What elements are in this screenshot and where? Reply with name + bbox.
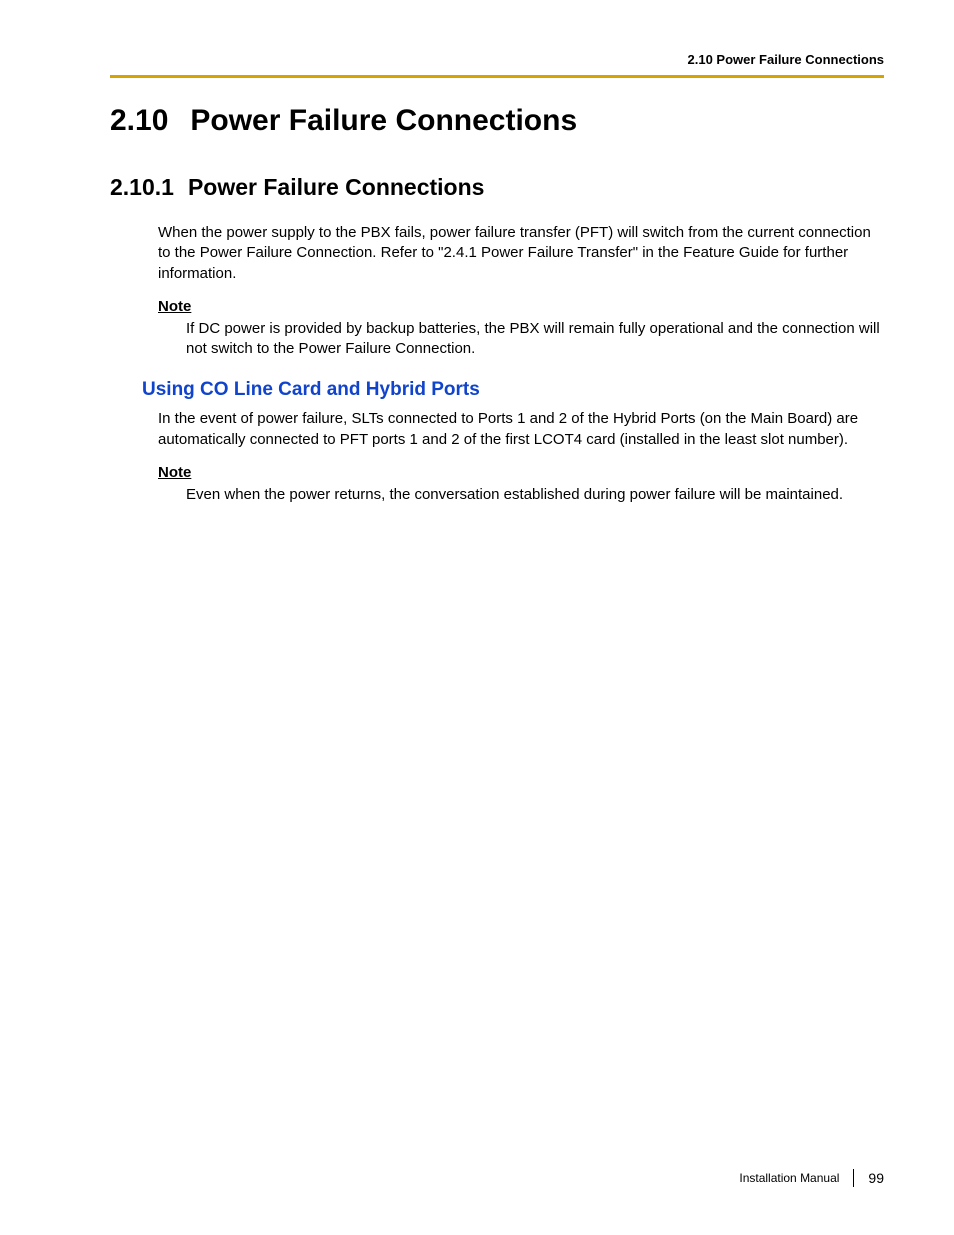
subheading-paragraph: In the event of power failure, SLTs conn… <box>158 409 884 450</box>
subsection-title: Power Failure Connections <box>188 174 485 200</box>
subsection-heading: 2.10.1 Power Failure Connections <box>110 174 884 201</box>
section-title: Power Failure Connections <box>190 104 577 137</box>
body-block-2: In the event of power failure, SLTs conn… <box>158 409 884 505</box>
section-heading: 2.10 Power Failure Connections <box>110 104 884 138</box>
running-header: 2.10 Power Failure Connections <box>110 52 884 67</box>
footer-page-number: 99 <box>868 1170 884 1186</box>
header-rule <box>110 75 884 78</box>
body-block: When the power supply to the PBX fails, … <box>158 223 884 359</box>
note-body-2: Even when the power returns, the convers… <box>186 485 884 505</box>
page: 2.10 Power Failure Connections 2.10 Power… <box>0 0 954 1235</box>
footer-divider <box>853 1169 854 1187</box>
intro-paragraph: When the power supply to the PBX fails, … <box>158 223 884 284</box>
subsection-number: 2.10.1 <box>110 174 174 200</box>
page-footer: Installation Manual 99 <box>739 1169 884 1187</box>
footer-doc-title: Installation Manual <box>739 1171 839 1185</box>
section-number: 2.10 <box>110 104 168 137</box>
note-label-2: Note <box>158 464 884 481</box>
subheading: Using CO Line Card and Hybrid Ports <box>142 379 884 401</box>
note-body: If DC power is provided by backup batter… <box>186 319 884 360</box>
note-label: Note <box>158 298 884 315</box>
